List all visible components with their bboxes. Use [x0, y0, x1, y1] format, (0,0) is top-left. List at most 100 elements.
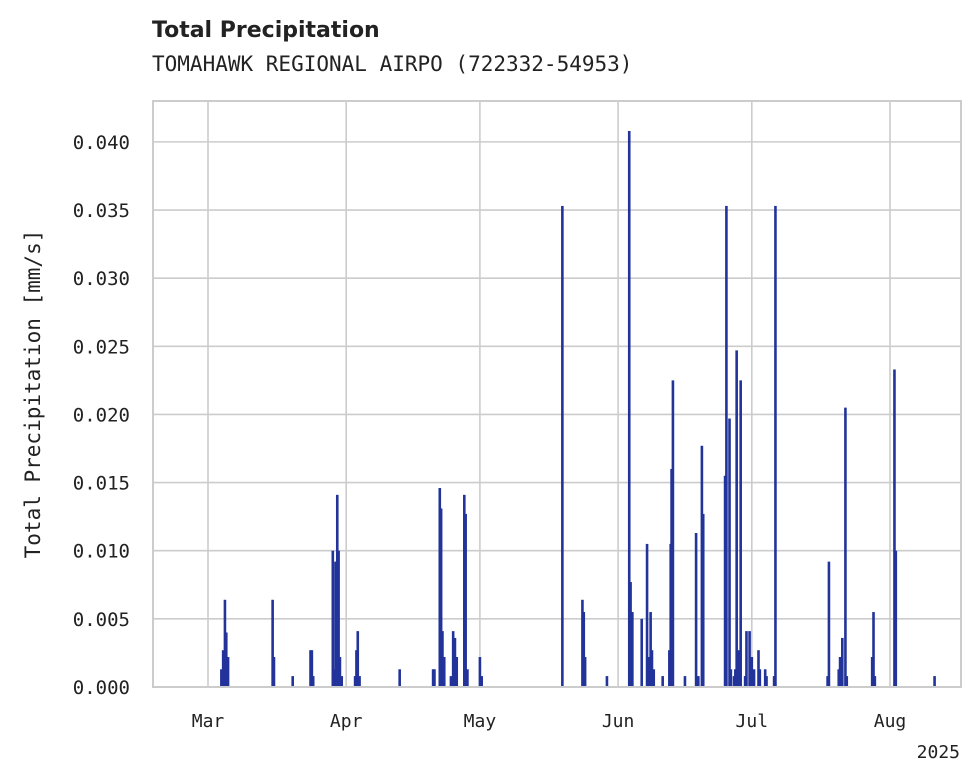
- chart-title: Total Precipitation: [152, 18, 380, 43]
- y-tick-label: 0.010: [73, 541, 130, 563]
- precip-bar: [694, 533, 698, 687]
- precip-bar: [841, 637, 844, 687]
- x-axis-ticks: Mar Apr May Jun Jul Aug: [192, 711, 907, 732]
- precip-bar: [750, 657, 754, 687]
- precip-bar: [640, 618, 644, 687]
- precip-bar: [464, 513, 467, 687]
- precip-bar: [728, 418, 731, 687]
- precip-bar: [845, 676, 849, 687]
- precip-bar: [582, 612, 586, 687]
- precip-bar: [358, 676, 361, 687]
- precip-bar: [398, 669, 401, 687]
- bar-layer: [220, 130, 936, 688]
- precip-bar: [758, 669, 762, 687]
- precip-bar: [650, 650, 654, 687]
- precip-bar: [605, 676, 609, 687]
- precip-bar: [478, 657, 482, 687]
- precip-bar: [700, 445, 704, 687]
- precip-bar: [355, 650, 358, 687]
- x-axis-year-label: 2025: [917, 742, 960, 763]
- precip-bar: [725, 205, 728, 688]
- precip-bar: [226, 657, 230, 687]
- precip-bar: [220, 669, 223, 687]
- grid-layer: [153, 101, 961, 688]
- precip-bar: [652, 669, 656, 687]
- precip-bar: [870, 657, 874, 687]
- precip-bar: [765, 676, 768, 687]
- precip-bar: [827, 561, 831, 687]
- precip-bar: [291, 676, 294, 687]
- precip-bar: [668, 650, 671, 687]
- precip-bar: [221, 650, 225, 687]
- precip-bar: [844, 407, 847, 687]
- precip-bar: [894, 550, 898, 687]
- precip-bar: [737, 650, 740, 687]
- plot-frame: [152, 100, 962, 688]
- precip-bar: [433, 669, 436, 687]
- precip-bar: [309, 650, 312, 687]
- precip-bar: [838, 657, 842, 687]
- precip-bar: [431, 669, 435, 687]
- precip-bar: [743, 676, 747, 687]
- y-axis-ticks: 0.000 0.005 0.010 0.015 0.020 0.025 0.030 0.035…: [73, 132, 130, 699]
- precip-bar: [729, 669, 733, 687]
- chart-subtitle: TOMAHAWK REGIONAL AIRPO (722332-54953): [152, 52, 633, 76]
- precip-bar: [631, 612, 634, 687]
- y-tick-label: 0.035: [73, 200, 130, 222]
- precip-bar: [839, 676, 843, 687]
- precip-bar: [340, 676, 344, 687]
- precip-bar: [872, 612, 875, 687]
- x-tick-label: May: [464, 711, 497, 732]
- precip-bar: [272, 657, 276, 687]
- precip-bar: [271, 599, 274, 687]
- precip-bar: [723, 475, 727, 687]
- precip-bar: [645, 543, 649, 687]
- precip-bar: [332, 669, 336, 687]
- precip-bar: [353, 676, 357, 687]
- precip-bar: [739, 380, 742, 687]
- precip-bar: [697, 676, 700, 687]
- precip-bar: [671, 380, 675, 687]
- precip-bar: [670, 468, 673, 687]
- y-tick-label: 0.000: [73, 677, 130, 699]
- y-tick-label: 0.015: [73, 473, 130, 495]
- precip-bar: [224, 632, 228, 687]
- precip-bar: [451, 631, 455, 687]
- precip-bar: [763, 669, 767, 687]
- precip-bar: [734, 669, 737, 687]
- precip-bar: [873, 676, 877, 687]
- precip-bar: [757, 650, 760, 687]
- precip-bar: [583, 657, 587, 687]
- precip-bar: [752, 669, 756, 687]
- y-tick-label: 0.005: [73, 609, 130, 631]
- precip-bar: [893, 369, 896, 687]
- precip-bar: [745, 631, 748, 687]
- precip-bar: [732, 676, 736, 687]
- precip-bar: [438, 488, 442, 687]
- precip-bar: [455, 657, 459, 687]
- y-tick-label: 0.030: [73, 268, 130, 290]
- precip-bar: [627, 130, 631, 688]
- precip-bar: [441, 631, 444, 687]
- x-tick-label: Mar: [192, 711, 225, 732]
- precip-bar: [837, 669, 841, 687]
- precip-bar: [701, 513, 705, 687]
- precip-bar: [735, 350, 738, 687]
- precip-bar: [334, 561, 337, 687]
- precip-bar: [311, 676, 315, 687]
- precip-bar: [772, 676, 776, 687]
- precip-bar: [449, 676, 453, 687]
- precip-bar: [466, 669, 469, 687]
- y-tick-label: 0.020: [73, 404, 130, 426]
- precip-bar: [933, 676, 936, 687]
- x-tick-label: Jul: [736, 711, 769, 732]
- precip-bar: [649, 612, 652, 687]
- precip-bar: [661, 676, 664, 687]
- precip-bar: [480, 676, 483, 687]
- precip-bar: [463, 494, 466, 687]
- precip-bar: [442, 657, 446, 687]
- precip-bar: [223, 599, 227, 687]
- x-tick-label: Jun: [602, 711, 635, 732]
- precip-bar: [338, 657, 342, 687]
